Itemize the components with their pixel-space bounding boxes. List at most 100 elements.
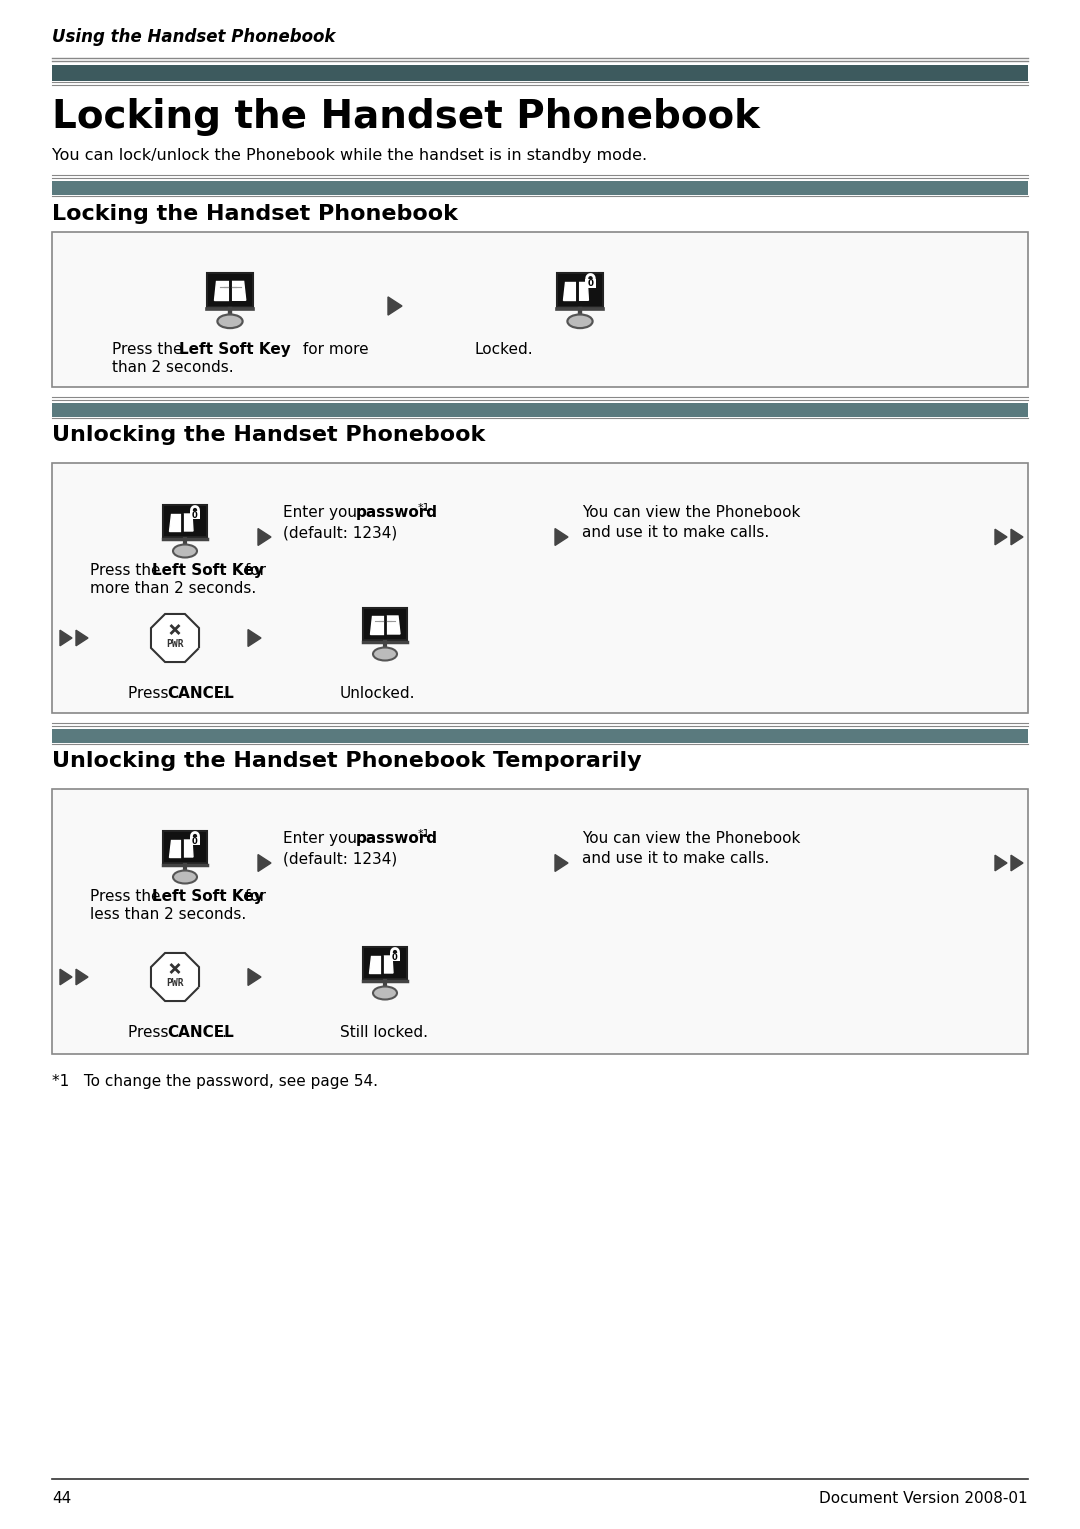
Text: Document Version 2008-01: Document Version 2008-01 <box>820 1491 1028 1506</box>
Text: Press: Press <box>129 1024 174 1040</box>
Bar <box>207 274 253 307</box>
Text: Still locked.: Still locked. <box>340 1024 428 1040</box>
Text: more than 2 seconds.: more than 2 seconds. <box>90 581 256 596</box>
Text: Using the Handset Phonebook: Using the Handset Phonebook <box>52 28 336 46</box>
Polygon shape <box>258 855 271 872</box>
Text: Press the: Press the <box>90 563 165 578</box>
Polygon shape <box>214 281 229 300</box>
Text: Locking the Handset Phonebook: Locking the Handset Phonebook <box>52 203 458 225</box>
Text: You can view the Phonebook: You can view the Phonebook <box>582 505 800 520</box>
Bar <box>52 729 1028 743</box>
Text: Press the: Press the <box>90 888 165 904</box>
Bar <box>52 66 1028 81</box>
Bar <box>52 404 1028 417</box>
Text: Left Soft Key: Left Soft Key <box>179 342 291 356</box>
Polygon shape <box>995 529 1007 544</box>
Text: *1: *1 <box>418 503 431 514</box>
Ellipse shape <box>173 544 197 558</box>
Text: and use it to make calls.: and use it to make calls. <box>582 852 769 865</box>
Text: You can view the Phonebook: You can view the Phonebook <box>582 830 800 846</box>
Bar <box>52 180 1028 196</box>
Polygon shape <box>1011 529 1023 544</box>
Text: .: . <box>221 1024 226 1040</box>
Text: *1   To change the password, see page 54.: *1 To change the password, see page 54. <box>52 1073 378 1089</box>
Polygon shape <box>578 283 589 300</box>
Text: password: password <box>356 830 438 846</box>
Text: Locking the Handset Phonebook: Locking the Handset Phonebook <box>52 98 760 136</box>
Bar <box>365 610 405 638</box>
Polygon shape <box>231 281 246 300</box>
Text: (default: 1234): (default: 1234) <box>283 852 397 865</box>
Polygon shape <box>995 855 1007 872</box>
Text: Unlocked.: Unlocked. <box>340 687 416 700</box>
Ellipse shape <box>567 315 593 329</box>
Ellipse shape <box>217 315 243 329</box>
Text: Enter your: Enter your <box>283 830 368 846</box>
Text: password: password <box>356 505 438 520</box>
Text: Unlocking the Handset Phonebook Temporarily: Unlocking the Handset Phonebook Temporar… <box>52 751 642 771</box>
Text: Unlocking the Handset Phonebook: Unlocking the Handset Phonebook <box>52 425 485 445</box>
Polygon shape <box>1011 855 1023 872</box>
Text: .: . <box>221 687 226 700</box>
Polygon shape <box>151 615 199 662</box>
Text: 0: 0 <box>192 836 198 846</box>
Bar <box>365 950 405 977</box>
Text: 0: 0 <box>588 278 594 287</box>
Text: PWR: PWR <box>166 639 184 648</box>
Text: for: for <box>240 563 266 578</box>
Text: 0: 0 <box>192 511 198 520</box>
Polygon shape <box>151 953 199 1001</box>
Text: *1: *1 <box>418 829 431 839</box>
Polygon shape <box>248 968 261 986</box>
Polygon shape <box>370 616 384 635</box>
Text: (default: 1234): (default: 1234) <box>283 524 397 540</box>
Bar <box>52 463 1028 713</box>
Text: 44: 44 <box>52 1491 71 1506</box>
Polygon shape <box>183 514 193 531</box>
Polygon shape <box>60 969 72 985</box>
Text: than 2 seconds.: than 2 seconds. <box>112 359 233 375</box>
Ellipse shape <box>373 647 397 661</box>
Text: less than 2 seconds.: less than 2 seconds. <box>90 907 246 922</box>
Bar <box>190 511 200 518</box>
Bar <box>163 505 207 537</box>
Polygon shape <box>76 630 87 645</box>
Polygon shape <box>555 855 568 872</box>
Bar <box>363 946 407 979</box>
Bar <box>363 609 407 641</box>
Polygon shape <box>388 297 402 315</box>
Bar <box>559 275 600 304</box>
Text: for more: for more <box>298 342 368 356</box>
Text: 0: 0 <box>392 953 397 962</box>
Polygon shape <box>60 630 72 645</box>
Text: .: . <box>431 830 436 846</box>
Bar <box>165 508 205 535</box>
Text: CANCEL: CANCEL <box>167 687 233 700</box>
Polygon shape <box>248 630 261 647</box>
Bar <box>557 274 603 307</box>
Bar <box>390 953 400 962</box>
Polygon shape <box>258 529 271 546</box>
Text: Left Soft Key: Left Soft Key <box>152 888 264 904</box>
Text: CANCEL: CANCEL <box>167 1024 233 1040</box>
Text: Press the: Press the <box>112 342 187 356</box>
Bar <box>163 830 207 862</box>
Text: for: for <box>240 888 266 904</box>
Bar <box>210 275 251 304</box>
Text: and use it to make calls.: and use it to make calls. <box>582 524 769 540</box>
Text: Locked.: Locked. <box>475 342 534 356</box>
Text: Left Soft Key: Left Soft Key <box>152 563 264 578</box>
Ellipse shape <box>173 870 197 884</box>
Bar <box>52 789 1028 1053</box>
Polygon shape <box>383 956 393 972</box>
Bar <box>165 833 205 861</box>
Text: Press: Press <box>129 687 174 700</box>
Bar <box>585 280 596 287</box>
Bar <box>52 232 1028 387</box>
Polygon shape <box>563 283 576 300</box>
Text: PWR: PWR <box>166 979 184 988</box>
Polygon shape <box>555 529 568 546</box>
Polygon shape <box>369 956 381 972</box>
Text: Enter your: Enter your <box>283 505 368 520</box>
Polygon shape <box>168 514 181 531</box>
